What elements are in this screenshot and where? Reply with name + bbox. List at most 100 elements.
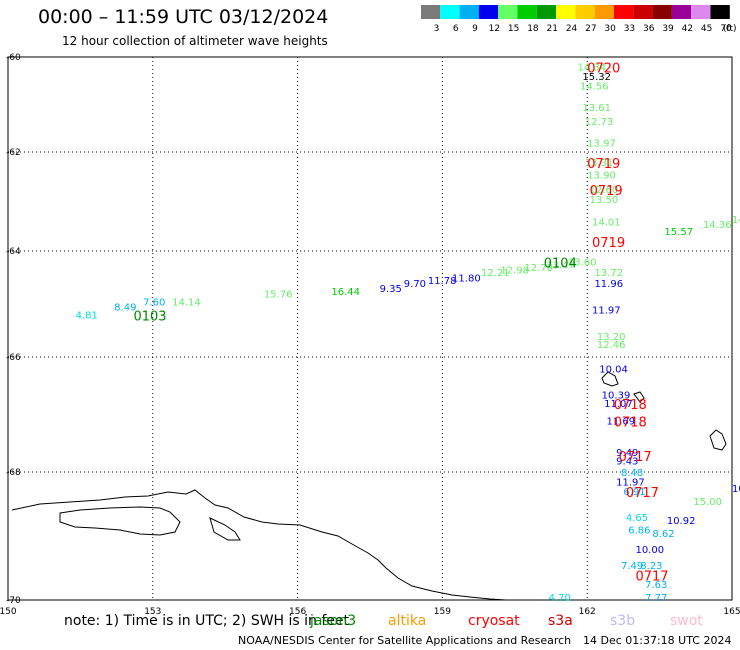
wave-height-value: 13.20 <box>597 332 626 343</box>
wave-height-value: 12.78 <box>524 263 553 274</box>
wave-height-value: 13.97 <box>587 139 616 150</box>
colorbar-swatch <box>459 5 479 19</box>
axis-tick-labels: 150 153 156 159 162 165 -60 -62 -64 -66 -68 -70 <box>0 53 740 617</box>
wave-height-value: 10.39 <box>602 390 631 401</box>
mission-label-altika: altika <box>388 613 427 629</box>
colorbar-swatch <box>652 5 672 19</box>
colorbar-label: 15 <box>508 24 519 34</box>
wave-height-value: 12.98 <box>500 266 529 277</box>
wave-height-value: 9.70 <box>404 279 426 290</box>
lat-tick-label: -64 <box>6 247 21 257</box>
orbit-number-label: 0718 <box>614 415 647 430</box>
wave-height-value: 11.07 <box>604 399 633 410</box>
mission-label-cryosat: cryosat <box>468 613 520 629</box>
wave-height-value: 13.31 <box>585 158 614 169</box>
coastline-path <box>11 489 515 601</box>
colorbar-swatch <box>498 5 518 19</box>
wave-height-value: 11.69 <box>607 416 636 427</box>
colorbar-label: 45 <box>701 24 712 34</box>
colorbar-swatch <box>575 5 595 19</box>
wave-height-value: 10.00 <box>635 545 664 556</box>
wave-height-value: 6.86 <box>628 526 650 537</box>
map-border <box>7 56 733 601</box>
wave-height-value: 4.65 <box>626 513 648 524</box>
colorbar-label: 27 <box>585 24 596 34</box>
orbit-number-label: 0104 <box>544 257 577 272</box>
orbit-number-label: 0717 <box>635 569 668 584</box>
wave-height-value: 14.34 <box>578 63 607 74</box>
wave-height-value: 7.49 <box>621 561 643 572</box>
lon-tick-label: 159 <box>434 607 451 617</box>
colorbar-swatch <box>614 5 634 19</box>
lat-tick-label: -68 <box>6 468 21 478</box>
colorbar-label: 21 <box>547 24 558 34</box>
wave-height-value: 8.48 <box>621 468 643 479</box>
lat-tick-label: -60 <box>6 53 21 63</box>
mission-label-swot: swot <box>670 613 703 629</box>
wave-height-value: 10.93 <box>732 484 740 495</box>
colorbar-label: 30 <box>604 24 616 34</box>
lon-tick-label: 156 <box>289 607 306 617</box>
lon-tick-label: 165 <box>723 607 740 617</box>
colorbar-label: 33 <box>624 24 635 34</box>
colorbar-label: 3 <box>434 24 440 34</box>
colorbar-swatch <box>478 5 499 19</box>
wave-height-value: 14.14 <box>172 297 201 308</box>
wave-height-value: 14.56 <box>580 82 609 93</box>
mission-label-s3a: s3a <box>548 613 573 629</box>
wave-height-value: 15.57 <box>664 227 693 238</box>
island-2 <box>633 391 645 403</box>
lat-tick-label: -62 <box>6 148 21 158</box>
colorbar-swatch <box>517 5 537 19</box>
colorbar-swatch <box>633 5 653 19</box>
coastline <box>11 371 727 601</box>
colorbar-label: 12 <box>489 24 500 34</box>
wave-height-value: 4.81 <box>76 311 98 322</box>
wave-height-value: 12.60 <box>590 185 619 196</box>
colorbar-swatch <box>671 5 692 19</box>
wave-height-value: 11.97 <box>616 478 645 489</box>
orbit-number-label: 0719 <box>590 184 623 199</box>
wave-height-value: 10.92 <box>667 516 696 527</box>
lon-tick-label: 153 <box>144 607 161 617</box>
wave-height-value: 11.78 <box>428 276 457 287</box>
orbit-number-label: 0717 <box>626 486 659 501</box>
mission-label-jason3: jason3 <box>310 613 357 629</box>
orbit-labels: 0720 0719 0719 0719 0104 0103 0718 0718 0717 0717… <box>133 62 668 585</box>
colorbar-label: 70 <box>720 24 732 34</box>
footnote: note: 1) Time is in UTC; 2) SWH is in fe… <box>64 613 350 629</box>
colorbar-label: 6 <box>453 24 459 34</box>
colorbar-label: 18 <box>527 24 539 34</box>
colorbar-unit: (ft) <box>723 24 737 34</box>
island-3 <box>709 429 727 451</box>
wave-height-value: 13.50 <box>590 195 619 206</box>
lat-tick-label: -66 <box>6 353 21 363</box>
colorbar-label: 39 <box>662 24 674 34</box>
wave-height-value: 10.04 <box>599 365 628 376</box>
wave-height-value: 13.61 <box>582 103 611 114</box>
wave-height-value: 13.90 <box>587 170 616 181</box>
island-1 <box>601 371 619 387</box>
wave-height-value: 7.63 <box>645 580 667 591</box>
grid-lines <box>7 56 733 601</box>
wave-height-value: 12.46 <box>597 340 626 351</box>
wave-height-value: 8.23 <box>640 561 662 572</box>
wave-height-value: 12.73 <box>585 117 614 128</box>
lat-tick-label: -70 <box>6 596 21 606</box>
wave-height-value: 7.60 <box>143 297 165 308</box>
colorbar-swatch <box>691 5 711 19</box>
wave-height-value: 13.47 <box>546 260 575 271</box>
wave-height-value: 15.32 <box>582 72 611 83</box>
map-title: 00:00 – 11:59 UTC 03/12/2024 <box>38 6 329 28</box>
orbit-number-label: 0103 <box>133 310 166 325</box>
wave-height-value: 8.62 <box>652 529 674 540</box>
wave-height-value: 7.77 <box>645 593 667 604</box>
wave-height-value: 11.96 <box>594 279 623 290</box>
wave-height-value: 11.97 <box>592 305 621 316</box>
credit-line: NOAA/NESDIS Center for Satellite Applica… <box>238 634 572 647</box>
colorbar-label: 42 <box>682 24 693 34</box>
orbit-number-label: 0719 <box>587 157 620 172</box>
orbit-number-label: 0717 <box>619 450 652 465</box>
orbit-number-label: 0720 <box>587 62 620 77</box>
